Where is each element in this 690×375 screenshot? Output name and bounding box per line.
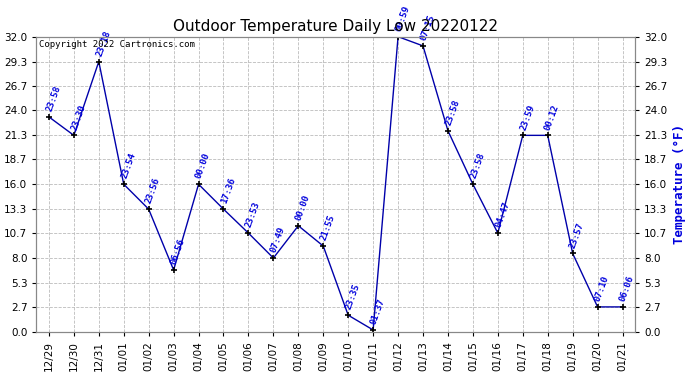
Text: 01:37: 01:37 — [369, 297, 386, 326]
Text: 06:06: 06:06 — [618, 274, 636, 303]
Text: 17:36: 17:36 — [219, 177, 237, 205]
Text: 00:00: 00:00 — [195, 152, 212, 180]
Y-axis label: Temperature (°F): Temperature (°F) — [673, 124, 686, 244]
Text: 23:57: 23:57 — [569, 221, 586, 249]
Text: 04:47: 04:47 — [493, 201, 511, 229]
Text: 00:59: 00:59 — [394, 4, 411, 33]
Text: 23:58: 23:58 — [444, 98, 462, 127]
Text: 07:49: 07:49 — [269, 225, 287, 254]
Text: 23:18: 23:18 — [95, 29, 112, 57]
Text: 23:54: 23:54 — [119, 152, 137, 180]
Title: Outdoor Temperature Daily Low 20220122: Outdoor Temperature Daily Low 20220122 — [173, 19, 498, 34]
Text: 00:12: 00:12 — [544, 103, 561, 131]
Text: 00:00: 00:00 — [294, 193, 312, 222]
Text: 23:35: 23:35 — [344, 283, 362, 311]
Text: Copyright 2022 Cartronics.com: Copyright 2022 Cartronics.com — [39, 40, 195, 49]
Text: 07:15: 07:15 — [419, 13, 436, 42]
Text: 23:56: 23:56 — [144, 177, 162, 205]
Text: 06:56: 06:56 — [169, 237, 187, 266]
Text: 23:58: 23:58 — [469, 152, 486, 180]
Text: 07:10: 07:10 — [593, 274, 611, 303]
Text: 23:59: 23:59 — [518, 103, 536, 131]
Text: 21:55: 21:55 — [319, 213, 337, 242]
Text: 23:58: 23:58 — [45, 84, 62, 113]
Text: 23:53: 23:53 — [244, 201, 262, 229]
Text: 23:30: 23:30 — [70, 103, 87, 131]
